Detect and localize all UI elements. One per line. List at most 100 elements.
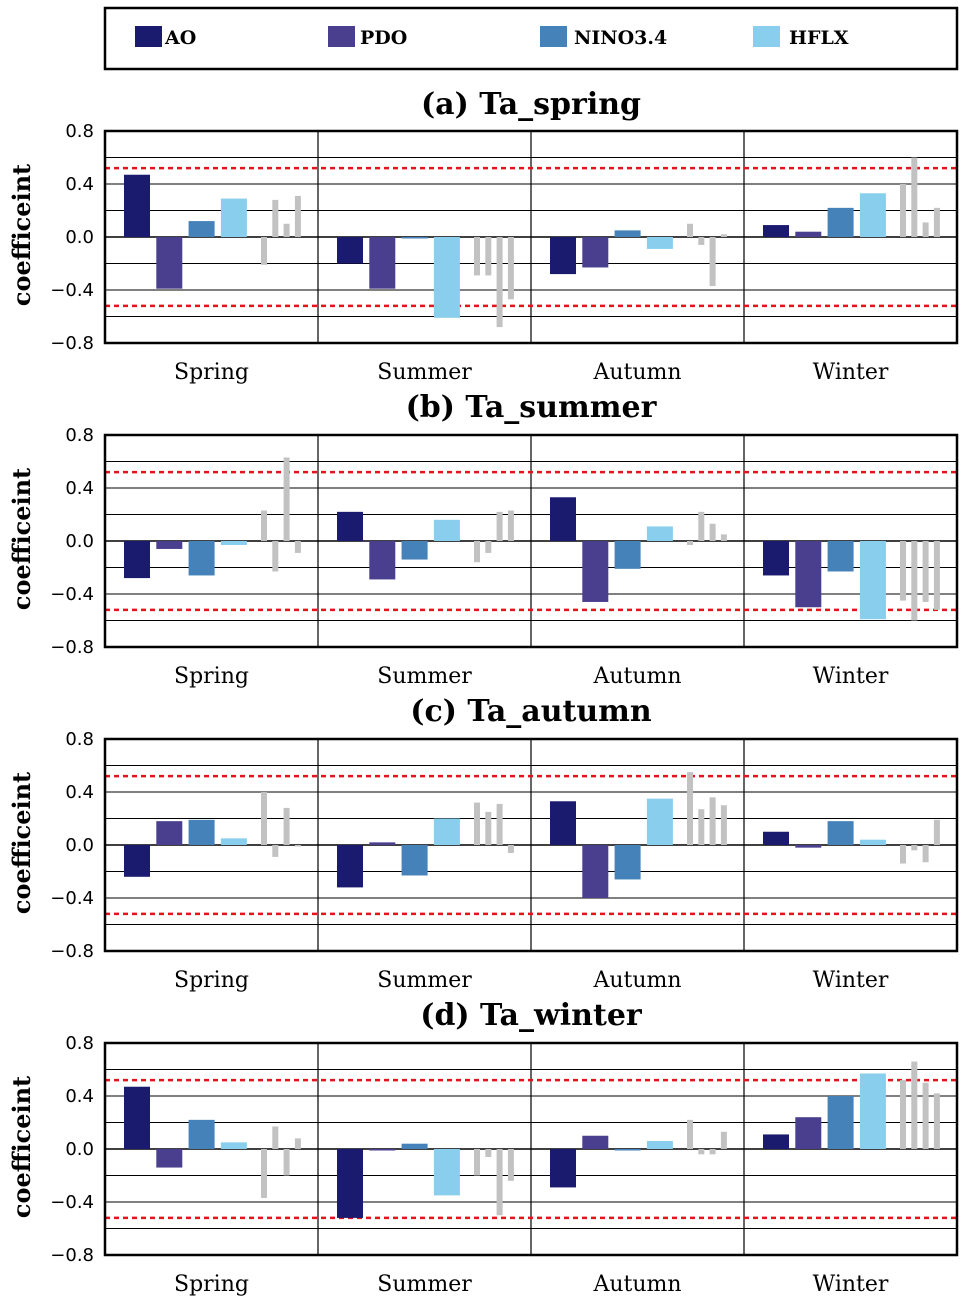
legend-label-hflx: HFLX: [789, 27, 849, 49]
gray-bar: [485, 1149, 492, 1157]
gray-bar: [272, 199, 279, 237]
gray-bar: [687, 1119, 693, 1149]
bar-ao: [337, 1149, 363, 1218]
legend-swatch-pdo: [328, 26, 355, 47]
bar-nino34: [401, 1143, 428, 1149]
bar-nino34: [827, 1096, 854, 1149]
gray-bar: [496, 237, 503, 328]
gray-bar: [687, 541, 693, 545]
bar-nino34: [614, 1149, 641, 1151]
y-tick-label: −0.4: [50, 888, 94, 909]
bar-pdo: [795, 231, 822, 237]
gray-bar: [283, 457, 290, 541]
y-tick-label: −0.4: [50, 584, 94, 605]
gray-bar: [720, 234, 727, 237]
chart-title: (b) Ta_summer: [406, 390, 658, 425]
y-tick-label: 0.4: [65, 1086, 94, 1107]
category-label: Summer: [377, 360, 472, 385]
bar-pdo: [369, 541, 396, 580]
gray-bar: [933, 1093, 940, 1149]
bar-hflx: [220, 198, 247, 237]
bar-ao: [763, 1134, 789, 1149]
gray-bar: [294, 845, 301, 847]
bar-pdo: [582, 237, 609, 268]
y-tick-label: 0.0: [65, 531, 94, 552]
bar-nino34: [614, 541, 641, 569]
bar-ao: [124, 1086, 150, 1149]
bar-ao: [550, 801, 576, 845]
chart-panel: (a) Ta_spring Spring Summer Autumn Winter 0.8…: [7, 87, 959, 385]
category-label: Autumn: [592, 360, 681, 385]
gray-bar: [496, 511, 503, 541]
y-tick-label: 0.8: [65, 729, 94, 750]
bar-ao: [763, 541, 789, 576]
gray-bar: [485, 541, 492, 553]
gray-bar: [720, 534, 727, 541]
bar-nino34: [188, 541, 215, 576]
y-tick-label: 0.0: [65, 835, 94, 856]
gray-bar: [294, 195, 301, 237]
bar-hflx: [646, 526, 673, 541]
bar-ao: [550, 1149, 576, 1188]
bar-hflx: [433, 818, 460, 845]
bar-hflx: [433, 519, 460, 541]
bar-hflx: [220, 838, 247, 845]
bar-ao: [124, 541, 150, 579]
bar-ao: [550, 237, 576, 275]
plot-frame: [103, 737, 959, 953]
bar-pdo: [156, 541, 183, 549]
category-label: Autumn: [592, 1272, 681, 1297]
category-label: Winter: [813, 968, 889, 993]
bar-nino34: [614, 230, 641, 237]
bar-nino34: [401, 237, 428, 239]
gray-bar: [261, 792, 267, 845]
gray-bar: [911, 845, 918, 851]
bar-nino34: [827, 541, 854, 572]
bar-ao: [337, 511, 363, 541]
y-axis-label: coefficeint: [7, 468, 36, 610]
gray-bar: [720, 805, 727, 845]
y-axis-label: coefficeint: [7, 164, 36, 306]
chart-title: (a) Ta_spring: [421, 87, 641, 122]
bar-pdo: [369, 1149, 396, 1151]
gray-bar: [507, 845, 514, 853]
bar-hflx: [859, 541, 886, 620]
legend-swatch-nino34: [540, 26, 567, 47]
gray-bar: [474, 1149, 480, 1176]
bar-hflx: [646, 237, 673, 249]
gray-bar: [900, 845, 906, 864]
category-label: Winter: [813, 360, 889, 385]
gray-bar: [933, 207, 940, 237]
gray-bar: [474, 237, 480, 276]
gray-bar: [698, 237, 705, 245]
gray-bar: [283, 807, 290, 845]
bar-nino34: [827, 207, 854, 237]
bar-nino34: [188, 1119, 215, 1149]
y-tick-label: 0.8: [65, 1033, 94, 1054]
bar-ao: [124, 845, 150, 877]
gray-bar: [709, 523, 716, 541]
gray-bar: [900, 1080, 906, 1149]
gray-bar: [507, 510, 514, 541]
bar-nino34: [614, 845, 641, 880]
category-label: Winter: [813, 664, 889, 689]
bar-ao: [124, 174, 150, 237]
gray-bar: [496, 1149, 503, 1216]
chart-panel: (b) Ta_summer Spring Summer Autumn Winter 0.8…: [7, 390, 959, 689]
bar-ao: [550, 497, 576, 541]
bar-pdo: [369, 237, 396, 289]
gray-bar: [922, 845, 929, 863]
legend-label-pdo: PDO: [360, 27, 407, 49]
bar-hflx: [859, 839, 886, 845]
chart-panel: (c) Ta_autumn Spring Summer Autumn Winter 0.8…: [7, 694, 959, 993]
category-label: Summer: [377, 1272, 472, 1297]
y-axis-label: coefficeint: [7, 772, 36, 914]
gray-bar: [507, 1149, 514, 1181]
bar-hflx: [859, 1073, 886, 1149]
gray-bar: [720, 1131, 727, 1149]
bar-ao: [337, 845, 363, 888]
chart-panel: (d) Ta_winter Spring Summer Autumn Winter 0.8…: [7, 998, 959, 1297]
legend-swatch-ao: [135, 26, 162, 47]
bar-pdo: [582, 845, 609, 898]
y-tick-label: 0.4: [65, 782, 94, 803]
